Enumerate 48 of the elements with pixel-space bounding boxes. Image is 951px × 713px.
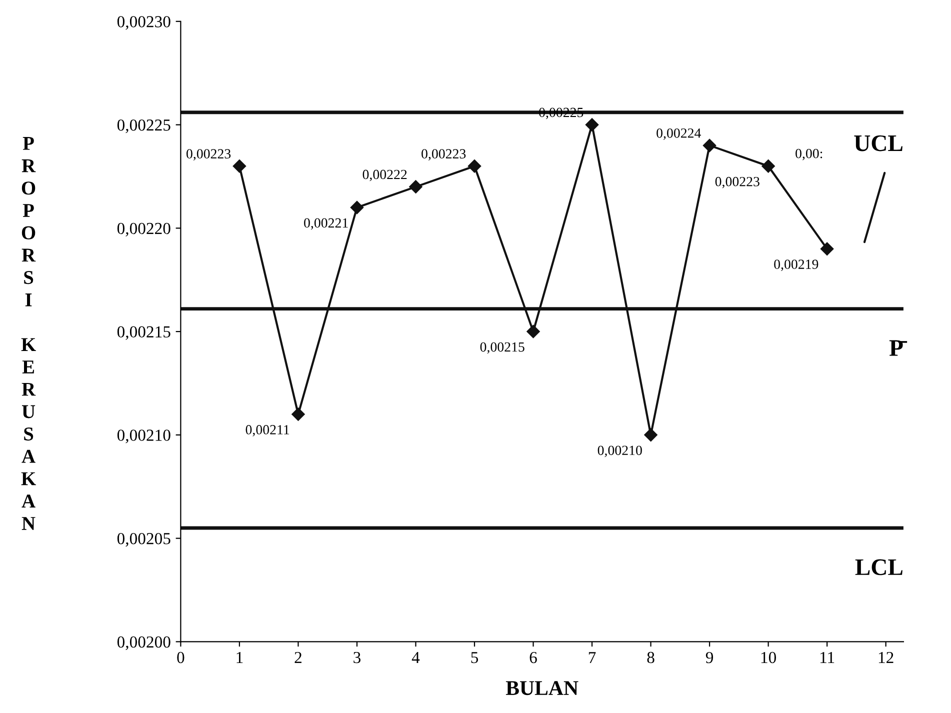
x-tick-label: 5 [471,652,478,664]
point [526,324,540,338]
point [232,160,246,173]
y-tick-label: 0,00210 [117,430,170,444]
x-tick-label: 0 [177,652,184,664]
y-tick-label: 0,00230 [117,16,170,30]
y-tick-label: 0,00215 [117,326,170,340]
point [292,408,305,421]
data-label: 0,00222 [362,170,407,182]
annotation: 0,00: [796,148,822,160]
x-tick-label: 1 [236,652,243,663]
point [350,200,364,214]
x-tick-label: 11 [820,652,834,663]
point [702,138,716,152]
y-tick-label: 0,00225 [117,119,170,134]
data-label: 0,00223 [715,176,760,188]
ref-line-label: P̄ [889,340,908,356]
x-axis-title: BULAN [506,681,578,696]
x-tick-label: 4 [412,652,420,663]
y-tick-label: 0,00205 [117,533,170,547]
data-label: 0,00223 [186,149,231,160]
data-label: 0,00225 [539,108,584,120]
data-label: 0,00215 [480,342,524,354]
point [585,118,599,132]
data-label: 0,00221 [304,218,348,230]
data-label: 0,00223 [422,149,466,160]
ref-line-label: UCL [854,135,902,152]
y-tick-label: 0,00200 [117,636,170,650]
x-tick-label: 8 [647,652,654,664]
ref-line-label: LCL [855,559,902,576]
x-tick-label: 6 [530,652,537,664]
point [468,160,482,173]
x-tick-label: 10 [761,652,776,664]
x-tick-label: 9 [706,652,714,664]
data-label: 0,00219 [774,260,818,271]
x-tick-label: 2 [294,652,302,663]
x-tick-label: 3 [354,652,360,664]
data-label: 0,00224 [656,128,701,140]
text: PROPORSI KERUSAKAN [21,137,36,530]
data-label: 0,00211 [246,425,290,436]
point [644,428,658,442]
y-tick-label: 0,00220 [117,222,170,237]
point [409,180,422,194]
point [762,160,775,173]
x-tick-label: 12 [878,652,894,663]
x-tick-label: 7 [588,652,596,663]
point [820,242,834,256]
data-label: 0,00210 [598,446,642,458]
